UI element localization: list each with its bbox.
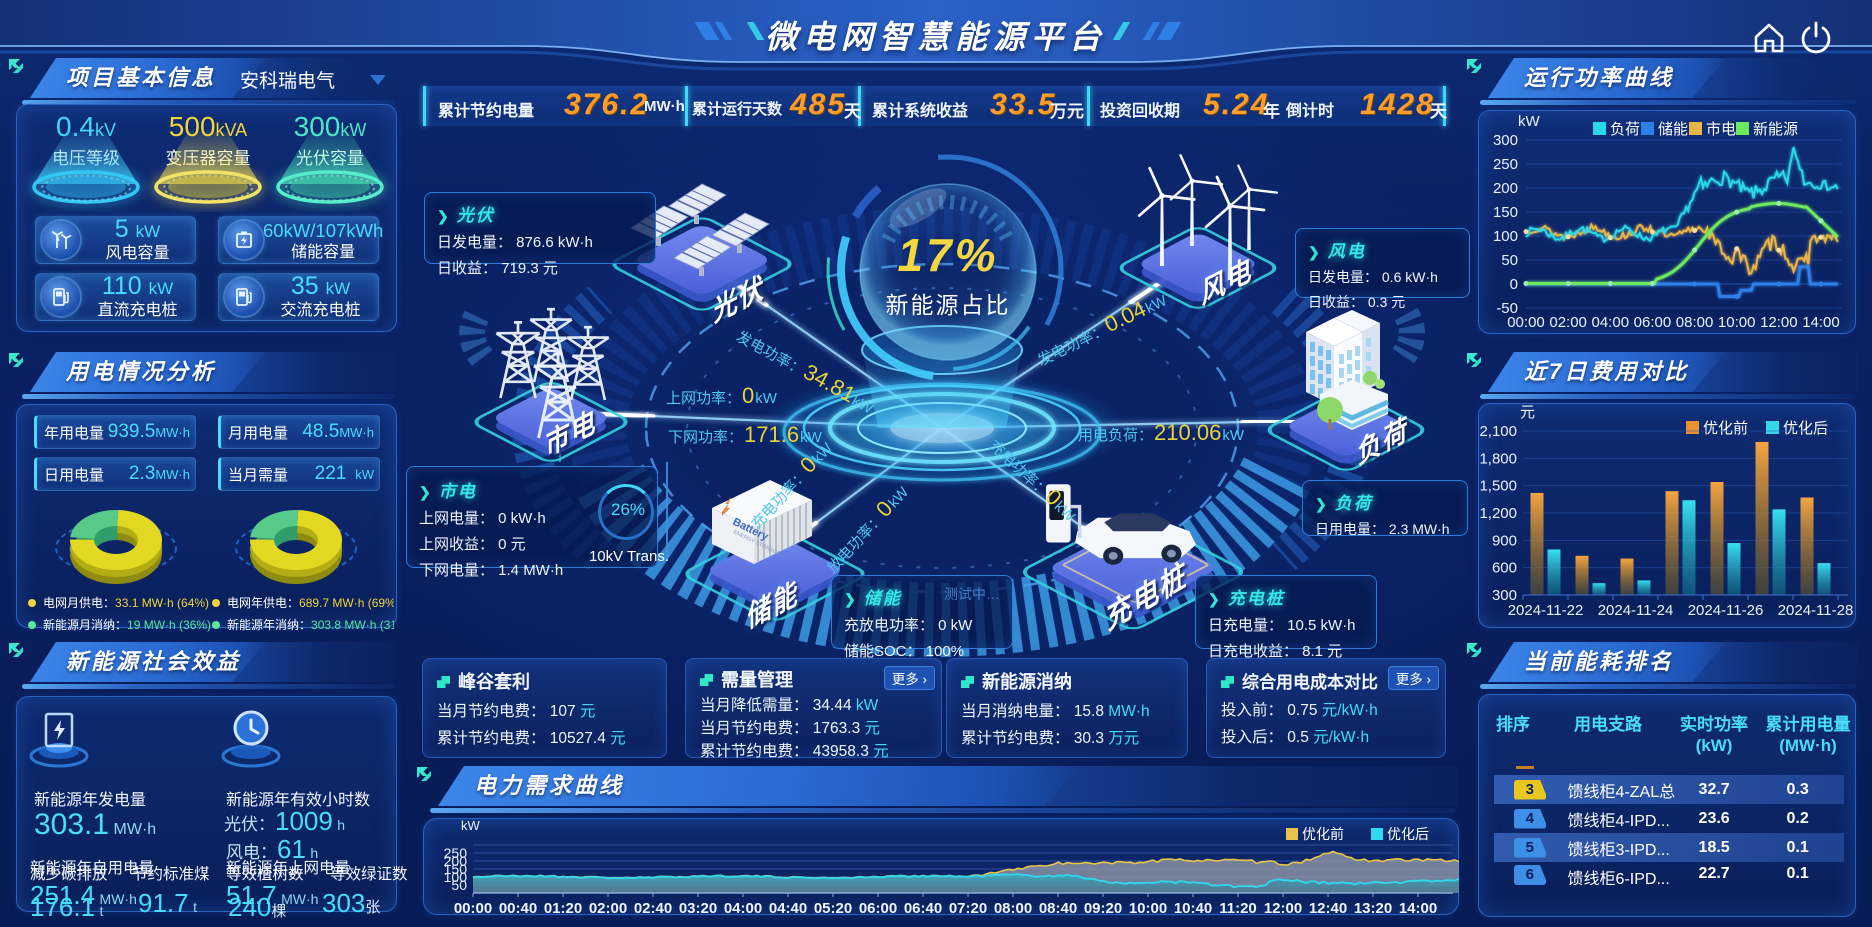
svg-text:150: 150 — [444, 861, 468, 877]
svg-text:1,200: 1,200 — [1479, 505, 1517, 522]
svg-text:150: 150 — [1493, 204, 1518, 221]
svg-text:kW: kW — [1518, 113, 1541, 130]
svg-text:09:20: 09:20 — [1084, 900, 1122, 917]
svg-text:100: 100 — [1493, 228, 1518, 245]
svg-text:优化前: 优化前 — [1302, 826, 1344, 842]
svg-text:10:40: 10:40 — [1174, 900, 1212, 917]
svg-text:02:00: 02:00 — [1549, 314, 1587, 331]
svg-text:2024-11-28: 2024-11-28 — [1778, 602, 1854, 619]
svg-text:250: 250 — [444, 845, 468, 861]
svg-text:06:00: 06:00 — [859, 900, 897, 917]
svg-text:04:00: 04:00 — [1592, 314, 1630, 331]
svg-text:200: 200 — [1493, 180, 1518, 197]
svg-text:13:20: 13:20 — [1354, 900, 1392, 917]
svg-text:50: 50 — [1501, 252, 1518, 269]
svg-text:08:40: 08:40 — [1039, 900, 1077, 917]
svg-text:储能: 储能 — [1658, 121, 1688, 138]
svg-text:07:20: 07:20 — [949, 900, 987, 917]
svg-text:12:40: 12:40 — [1309, 900, 1347, 917]
svg-text:负荷: 负荷 — [1610, 121, 1640, 138]
svg-text:02:40: 02:40 — [634, 900, 672, 917]
svg-text:元: 元 — [1520, 404, 1535, 421]
svg-text:14:00: 14:00 — [1399, 900, 1437, 917]
svg-text:新能源: 新能源 — [1753, 121, 1798, 138]
svg-text:50: 50 — [451, 877, 467, 893]
svg-text:12:00: 12:00 — [1264, 900, 1302, 917]
svg-text:优化前: 优化前 — [1703, 420, 1748, 437]
svg-text:04:00: 04:00 — [724, 900, 762, 917]
svg-text:01:20: 01:20 — [544, 900, 582, 917]
svg-text:300: 300 — [1492, 587, 1517, 604]
svg-text:优化后: 优化后 — [1387, 826, 1429, 842]
svg-text:08:00: 08:00 — [994, 900, 1032, 917]
svg-text:1,800: 1,800 — [1479, 450, 1517, 467]
svg-text:市电: 市电 — [1706, 121, 1736, 138]
svg-text:14:00: 14:00 — [1802, 314, 1840, 331]
svg-text:2024-11-22: 2024-11-22 — [1508, 602, 1584, 619]
svg-text:06:40: 06:40 — [904, 900, 942, 917]
svg-text:2,100: 2,100 — [1479, 423, 1517, 440]
svg-text:00:00: 00:00 — [454, 900, 492, 917]
svg-text:05:20: 05:20 — [814, 900, 852, 917]
svg-text:0: 0 — [1510, 276, 1518, 293]
svg-text:1,500: 1,500 — [1479, 478, 1517, 495]
svg-text:优化后: 优化后 — [1783, 420, 1828, 437]
svg-text:100: 100 — [444, 869, 468, 885]
svg-text:2024-11-24: 2024-11-24 — [1598, 602, 1674, 619]
svg-text:12:00: 12:00 — [1760, 314, 1798, 331]
svg-text:00:40: 00:40 — [499, 900, 537, 917]
svg-text:900: 900 — [1492, 532, 1517, 549]
svg-text:00:00: 00:00 — [1507, 314, 1545, 331]
svg-text:10:00: 10:00 — [1129, 900, 1167, 917]
svg-text:08:00: 08:00 — [1676, 314, 1714, 331]
svg-text:300: 300 — [1493, 132, 1518, 149]
svg-text:600: 600 — [1492, 560, 1517, 577]
svg-text:kW: kW — [461, 818, 481, 833]
svg-text:10:00: 10:00 — [1718, 314, 1756, 331]
svg-text:06:00: 06:00 — [1634, 314, 1672, 331]
svg-text:03:20: 03:20 — [679, 900, 717, 917]
svg-text:04:40: 04:40 — [769, 900, 807, 917]
svg-text:11:20: 11:20 — [1219, 900, 1257, 917]
svg-text:2024-11-26: 2024-11-26 — [1688, 602, 1764, 619]
svg-text:250: 250 — [1493, 156, 1518, 173]
svg-text:-50: -50 — [1496, 300, 1518, 317]
svg-text:200: 200 — [444, 853, 468, 869]
svg-text:02:00: 02:00 — [589, 900, 627, 917]
